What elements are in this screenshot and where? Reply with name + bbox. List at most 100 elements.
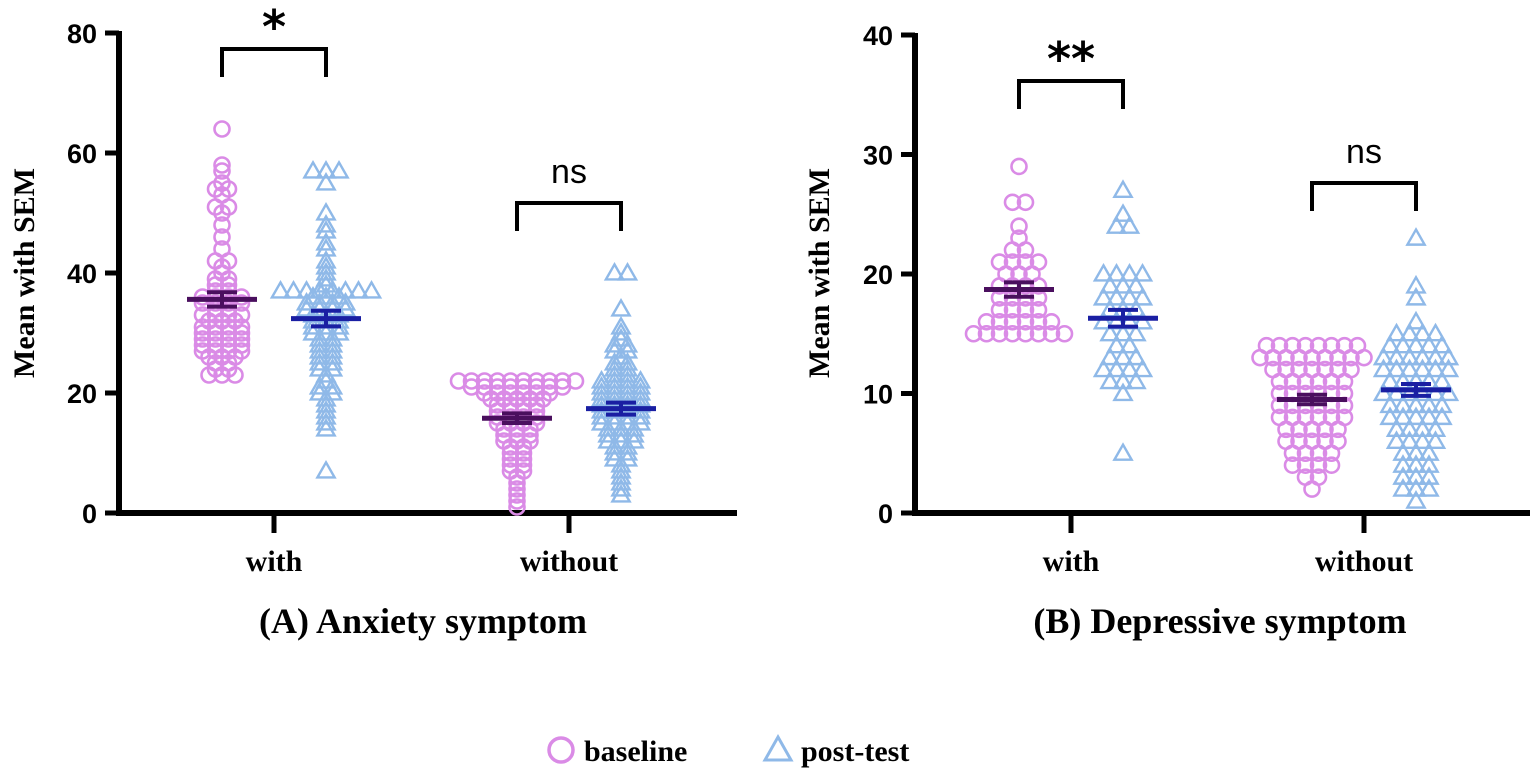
data-point-post-test bbox=[1385, 418, 1408, 438]
data-point-post-test bbox=[1392, 454, 1414, 473]
data-point-baseline bbox=[527, 372, 546, 390]
data-point-post-test bbox=[315, 219, 337, 239]
data-point-baseline bbox=[1348, 336, 1367, 355]
data-point-post-test bbox=[1431, 406, 1453, 426]
significance-bracket bbox=[515, 201, 623, 231]
data-point-post-test bbox=[1424, 418, 1447, 438]
y-tick-label: 0 bbox=[878, 499, 893, 529]
data-point-post-test bbox=[1437, 358, 1460, 378]
legend: baseline post-test bbox=[547, 733, 909, 768]
data-point-post-test bbox=[1385, 322, 1408, 342]
data-point-post-test bbox=[1398, 418, 1421, 438]
data-point-post-test bbox=[269, 279, 292, 299]
data-point-baseline bbox=[1016, 253, 1035, 271]
significance-label: ** bbox=[1047, 32, 1095, 86]
data-point-post-test bbox=[315, 411, 337, 431]
data-point-post-test bbox=[1125, 322, 1147, 342]
data-point-baseline bbox=[213, 162, 231, 180]
data-point-post-test bbox=[1411, 418, 1434, 438]
data-point-post-test bbox=[1105, 215, 1128, 234]
data-point-post-test bbox=[1118, 358, 1141, 378]
data-point-baseline bbox=[1016, 301, 1035, 319]
data-point-post-test bbox=[1372, 382, 1395, 402]
data-point-post-test bbox=[308, 375, 331, 395]
data-point-post-test bbox=[315, 267, 337, 287]
data-point-post-test bbox=[1418, 466, 1440, 485]
legend-baseline-marker bbox=[547, 736, 575, 764]
data-point-baseline bbox=[1055, 324, 1074, 343]
data-point-baseline bbox=[488, 372, 507, 390]
data-point-post-test bbox=[1411, 346, 1434, 366]
data-point-baseline bbox=[213, 156, 231, 174]
data-point-baseline bbox=[1290, 432, 1308, 451]
data-point-post-test bbox=[1411, 382, 1434, 402]
data-point-baseline bbox=[1335, 336, 1354, 355]
data-point-post-test bbox=[1125, 346, 1147, 366]
data-point-post-test bbox=[1118, 286, 1141, 306]
data-point-post-test bbox=[1105, 358, 1128, 378]
data-point-post-test bbox=[295, 291, 318, 311]
data-point-baseline bbox=[449, 372, 468, 390]
data-point-post-test bbox=[1405, 274, 1427, 294]
data-point-post-test bbox=[610, 345, 632, 365]
data-point-post-test bbox=[1118, 334, 1141, 354]
significance-bracket bbox=[1017, 79, 1125, 109]
data-point-post-test bbox=[1424, 430, 1447, 449]
data-point-post-test bbox=[1379, 334, 1401, 354]
significance-label: ns bbox=[551, 153, 587, 191]
data-point-post-test bbox=[1092, 358, 1115, 378]
data-point-post-test bbox=[334, 291, 357, 311]
data-point-post-test bbox=[610, 297, 632, 317]
data-point-post-test bbox=[1379, 406, 1401, 426]
data-point-baseline bbox=[1010, 157, 1028, 176]
data-point-baseline bbox=[1270, 408, 1289, 427]
data-point-post-test bbox=[616, 351, 639, 371]
data-point-post-test bbox=[610, 477, 632, 497]
data-point-post-test bbox=[1092, 286, 1115, 306]
data-point-post-test bbox=[1392, 478, 1414, 497]
data-point-post-test bbox=[302, 159, 324, 179]
data-point-baseline bbox=[213, 228, 231, 246]
data-point-baseline bbox=[1029, 301, 1048, 319]
data-point-post-test bbox=[1099, 370, 1121, 390]
y-tick-label: 0 bbox=[82, 499, 97, 529]
x-tick-label: without bbox=[520, 545, 618, 578]
data-point-post-test bbox=[1405, 227, 1427, 246]
panel-depressive: Mean with SEM (B) Depressive symptom 0 10… bbox=[803, 21, 1530, 641]
data-point-post-test bbox=[1372, 346, 1395, 366]
data-point-post-test bbox=[315, 369, 337, 389]
data-point-baseline bbox=[1042, 324, 1061, 343]
data-point-baseline bbox=[1029, 312, 1048, 331]
data-point-post-test bbox=[1398, 346, 1421, 366]
data-point-post-test bbox=[610, 465, 632, 485]
significance-label: ns bbox=[1346, 133, 1382, 171]
data-point-post-test bbox=[334, 279, 357, 299]
data-point-baseline bbox=[1309, 408, 1328, 427]
data-point-post-test bbox=[1112, 382, 1134, 402]
x-tick-label: with bbox=[1043, 545, 1100, 578]
data-point-post-test bbox=[328, 285, 350, 305]
data-point-post-test bbox=[328, 159, 350, 179]
data-point-baseline bbox=[1309, 336, 1328, 355]
data-point-baseline bbox=[1329, 360, 1347, 379]
data-point-post-test bbox=[1112, 370, 1134, 390]
data-point-post-test bbox=[1431, 334, 1453, 354]
y-axis-label-anxiety: Mean with SEM bbox=[8, 168, 41, 378]
data-point-post-test bbox=[321, 375, 344, 395]
data-point-post-test bbox=[1385, 382, 1408, 402]
data-point-baseline bbox=[1329, 432, 1347, 451]
data-point-post-test bbox=[1411, 322, 1434, 342]
data-point-baseline bbox=[1296, 408, 1315, 427]
legend-baseline-label: baseline bbox=[584, 735, 687, 768]
data-point-post-test bbox=[1131, 358, 1154, 378]
data-point-baseline bbox=[508, 492, 526, 510]
data-point-post-test bbox=[1112, 442, 1134, 461]
data-point-post-test bbox=[1112, 322, 1134, 342]
data-point-baseline bbox=[1029, 324, 1048, 343]
data-point-baseline bbox=[501, 372, 520, 390]
data-point-post-test bbox=[1431, 394, 1453, 414]
data-point-baseline bbox=[1010, 217, 1028, 235]
data-point-baseline bbox=[990, 312, 1009, 331]
data-point-post-test bbox=[1112, 346, 1134, 366]
data-point-post-test bbox=[1379, 394, 1401, 414]
